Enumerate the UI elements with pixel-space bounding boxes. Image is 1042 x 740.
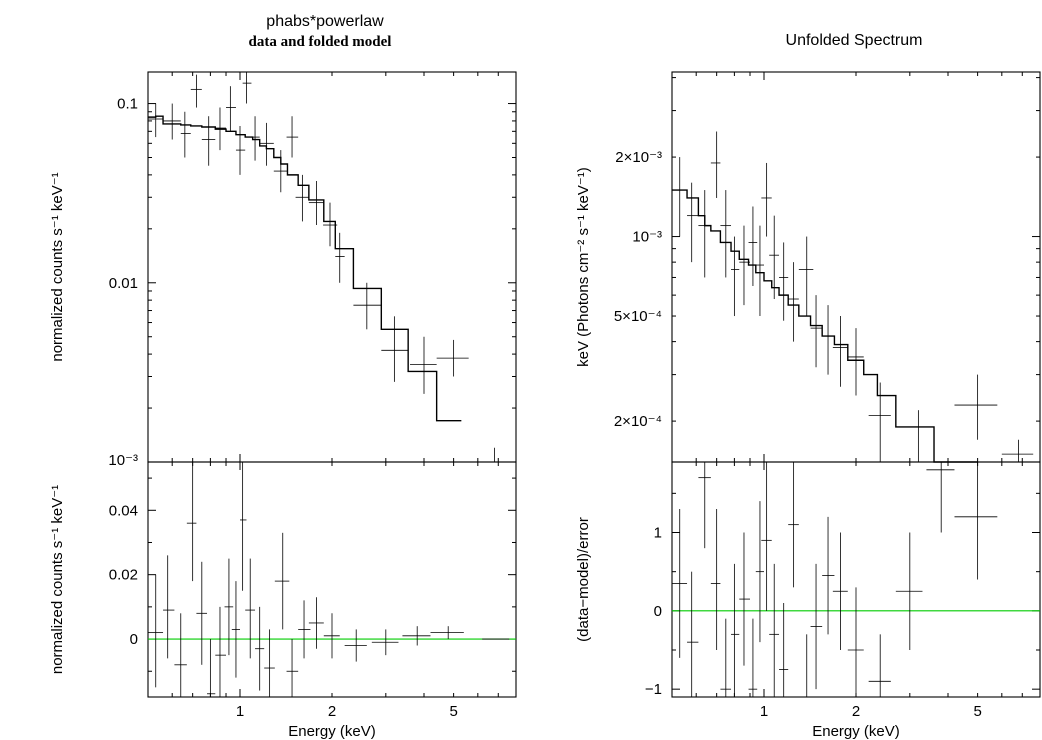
- left-top-ytick-label: 0.1: [117, 96, 138, 113]
- left-bottom-ytick-label: 0: [130, 631, 138, 648]
- right-top-model-line: [672, 189, 978, 463]
- left-subtitle: data and folded model: [249, 34, 392, 50]
- left-title: phabs*powerlaw: [266, 13, 384, 30]
- right-top-ylabel: keV (Photons cm⁻² s⁻¹ keV⁻¹): [575, 167, 592, 367]
- right-bottom-xlabel: Energy (keV): [812, 723, 900, 740]
- left-top-ytick-label: 10⁻³: [108, 452, 138, 469]
- right-top-ytick-label: 2×10⁻⁴: [614, 413, 662, 430]
- right-bottom-ylabel: (data−model)/error: [575, 517, 592, 642]
- left-bottom-ytick-label: 0.04: [109, 502, 138, 519]
- left-top-frame: [147, 71, 517, 463]
- left-bottom-xtick-label: 1: [236, 703, 244, 720]
- right-top-frame: [671, 71, 1041, 463]
- right-bottom-xtick-label: 5: [973, 703, 981, 720]
- right-bottom-ytick-label: −1: [645, 681, 662, 698]
- right-bottom-ytick-label: 0: [654, 603, 662, 620]
- right-bottom-xtick-label: 2: [852, 703, 860, 720]
- left-bottom-xtick-label: 2: [328, 703, 336, 720]
- right-top-ytick-label: 5×10⁻⁴: [614, 308, 662, 325]
- right-bottom-ytick-label: 1: [654, 525, 662, 542]
- right-bottom-xtick-label: 1: [760, 703, 768, 720]
- left-bottom-ytick-label: 0.02: [109, 567, 138, 584]
- right-top-ytick-label: 2×10⁻³: [615, 149, 662, 166]
- left-bottom-xtick-label: 5: [449, 703, 457, 720]
- left-bottom-xlabel: Energy (keV): [288, 723, 376, 740]
- left-top-model-line: [148, 115, 462, 422]
- left-bottom-frame: [147, 461, 517, 698]
- right-title: Unfolded Spectrum: [786, 32, 923, 49]
- left-top-ylabel: normalized counts s⁻¹ keV⁻¹: [49, 172, 66, 361]
- left-top-ytick-label: 0.01: [109, 275, 138, 292]
- right-top-ytick-label: 10⁻³: [632, 229, 662, 246]
- left-bottom-ylabel: normalized counts s⁻¹ keV⁻¹: [49, 485, 66, 674]
